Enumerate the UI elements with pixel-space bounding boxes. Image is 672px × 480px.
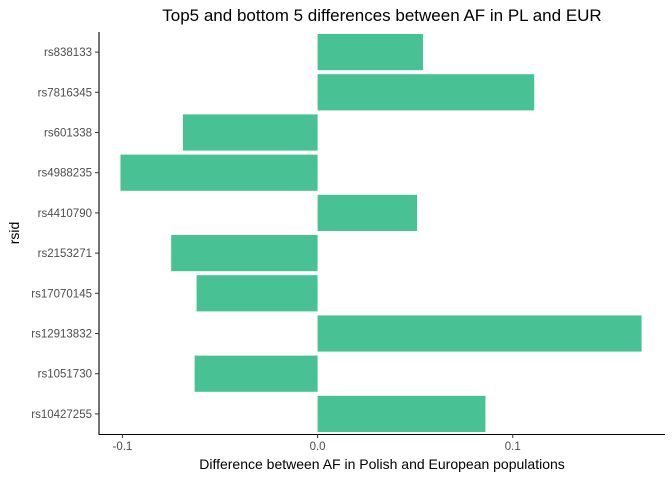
y-tick-label: rs601338 — [44, 128, 92, 140]
y-tick-label: rs7816345 — [38, 87, 92, 99]
y-axis-ticks: rs838133 rs7816345 rs601338 rs4988235 rs4410… — [31, 47, 99, 421]
x-tick-label: 0.0 — [310, 441, 326, 453]
bar-rs17070145 — [196, 275, 318, 312]
bar-rs10427255 — [317, 395, 486, 432]
bars-group — [120, 34, 642, 432]
y-tick-label: rs17070145 — [31, 288, 92, 300]
bar-rs4988235 — [120, 154, 318, 191]
y-tick-label: rs4988235 — [38, 168, 92, 180]
x-axis-ticks: -0.1 0.0 0.1 — [113, 434, 521, 453]
y-tick-label: rs12913832 — [31, 329, 92, 341]
bar-rs838133 — [317, 34, 423, 71]
bar-rs12913832 — [317, 315, 642, 352]
chart-title: Top5 and bottom 5 differences between AF… — [162, 6, 601, 25]
bar-rs1051730 — [194, 355, 318, 392]
bar-rs601338 — [182, 114, 318, 151]
y-tick-label: rs838133 — [44, 47, 92, 59]
y-tick-label: rs1051730 — [38, 369, 92, 381]
bar-rs7816345 — [317, 74, 535, 111]
y-tick-label: rs4410790 — [38, 208, 92, 220]
x-tick-label: 0.1 — [505, 441, 521, 453]
bar-rs2153271 — [171, 235, 318, 272]
y-tick-label: rs2153271 — [38, 248, 92, 260]
y-tick-label: rs10427255 — [31, 409, 92, 421]
x-axis-title: Difference between AF in Polish and Euro… — [199, 456, 565, 472]
y-axis-title: rsid — [6, 222, 22, 245]
bar-rs4410790 — [317, 194, 418, 231]
x-tick-label: -0.1 — [113, 441, 133, 453]
